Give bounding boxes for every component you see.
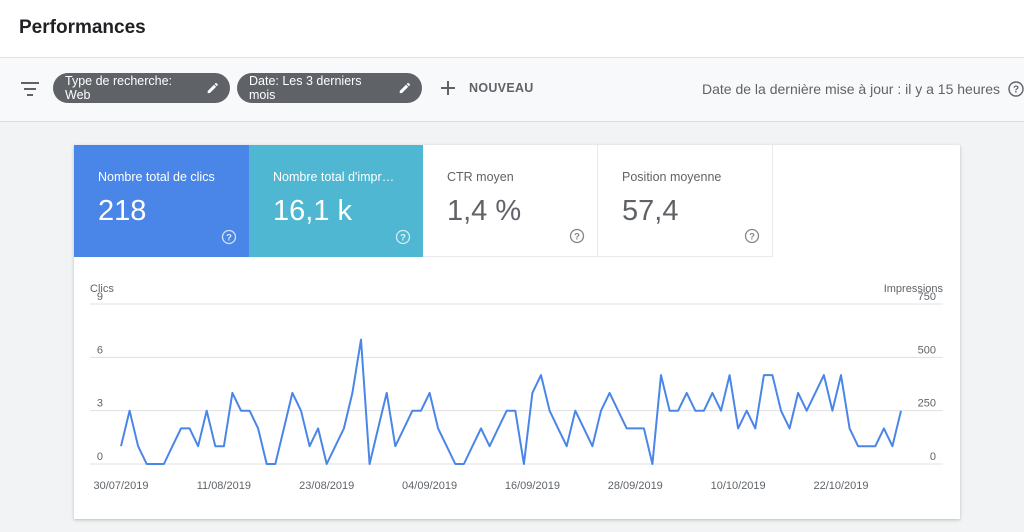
metric-value: 1,4 % [447,195,522,227]
left-tick-label: 0 [97,451,103,463]
plus-icon [441,81,455,95]
metric-value: 57,4 [622,195,679,227]
new-filter-label: NOUVEAU [469,81,534,95]
series-line-impressions [121,336,901,460]
last-update-text: Date de la dernière mise à jour : il y a… [702,81,1001,97]
svg-text:?: ? [226,232,232,243]
help-icon[interactable]: ? [569,228,585,244]
help-icon[interactable]: ? [221,229,237,245]
date-range-chip-label: Date: Les 3 derniers mois [249,74,362,102]
chart-grid [90,303,943,465]
series-line-clics [120,338,902,465]
right-axis-ticks: 0 250 500 750 [918,291,936,463]
left-tick-label: 6 [97,344,103,356]
left-tick-label: 3 [97,398,103,410]
help-icon[interactable]: ? [395,229,411,245]
svg-text:?: ? [574,231,580,242]
metric-label: CTR moyen [447,170,514,184]
left-axis-ticks: 0 3 6 9 [97,291,103,463]
x-tick-label: 10/10/2019 [711,480,766,492]
x-tick-label: 28/09/2019 [608,480,663,492]
left-axis-label: Clics [90,283,114,295]
x-tick-label: 23/08/2019 [299,480,354,492]
performance-panel: Nombre total de clics 218 ? Nombre total… [74,145,960,519]
search-type-chip[interactable]: Type de recherche: Web [53,73,230,103]
date-range-chip[interactable]: Date: Les 3 derniers mois [237,73,422,103]
x-tick-label: 04/09/2019 [402,480,457,492]
svg-text:?: ? [1013,85,1019,96]
metric-value: 16,1 k [273,195,352,227]
new-filter-button[interactable]: NOUVEAU [440,73,534,103]
x-axis-ticks: 30/07/2019 11/08/2019 23/08/2019 04/09/2019… [93,480,868,492]
right-axis-label: Impressions [884,283,944,295]
left-tick-label: 9 [97,291,103,303]
edit-icon[interactable] [206,81,220,95]
search-type-chip-label: Type de recherche: Web [65,74,173,102]
edit-icon[interactable] [398,81,412,95]
metric-label: Position moyenne [622,170,722,184]
metric-card-impressions[interactable]: Nombre total d'impressions 16,1 k ? [249,145,423,257]
metric-card-position[interactable]: Position moyenne 57,4 ? [598,145,773,257]
metric-card-clicks[interactable]: Nombre total de clics 218 ? [74,145,249,257]
filter-icon[interactable] [20,80,40,98]
help-icon[interactable]: ? [744,228,760,244]
top-header: Performances [0,0,1024,58]
x-tick-label: 11/08/2019 [197,480,251,492]
help-icon[interactable]: ? [1008,81,1024,97]
x-tick-label: 22/10/2019 [813,480,868,492]
performance-chart[interactable]: Clics Impressions 0 3 6 9 0 250 500 750 30/07/… [74,270,960,519]
chart-series [120,336,902,465]
right-tick-label: 500 [918,344,936,356]
filter-bar: Type de recherche: Web Date: Les 3 derni… [0,58,1024,122]
metric-label: Nombre total de clics [98,170,215,184]
right-tick-label: 0 [930,451,936,463]
x-tick-label: 16/09/2019 [505,480,560,492]
page-title: Performances [19,17,146,38]
svg-text:?: ? [400,232,406,243]
right-tick-label: 250 [918,398,936,410]
metric-card-ctr[interactable]: CTR moyen 1,4 % ? [423,145,598,257]
metric-value: 218 [98,195,147,227]
right-tick-label: 750 [918,291,936,303]
metric-label: Nombre total d'impressions [273,170,399,184]
svg-text:?: ? [749,231,755,242]
x-tick-label: 30/07/2019 [93,480,148,492]
